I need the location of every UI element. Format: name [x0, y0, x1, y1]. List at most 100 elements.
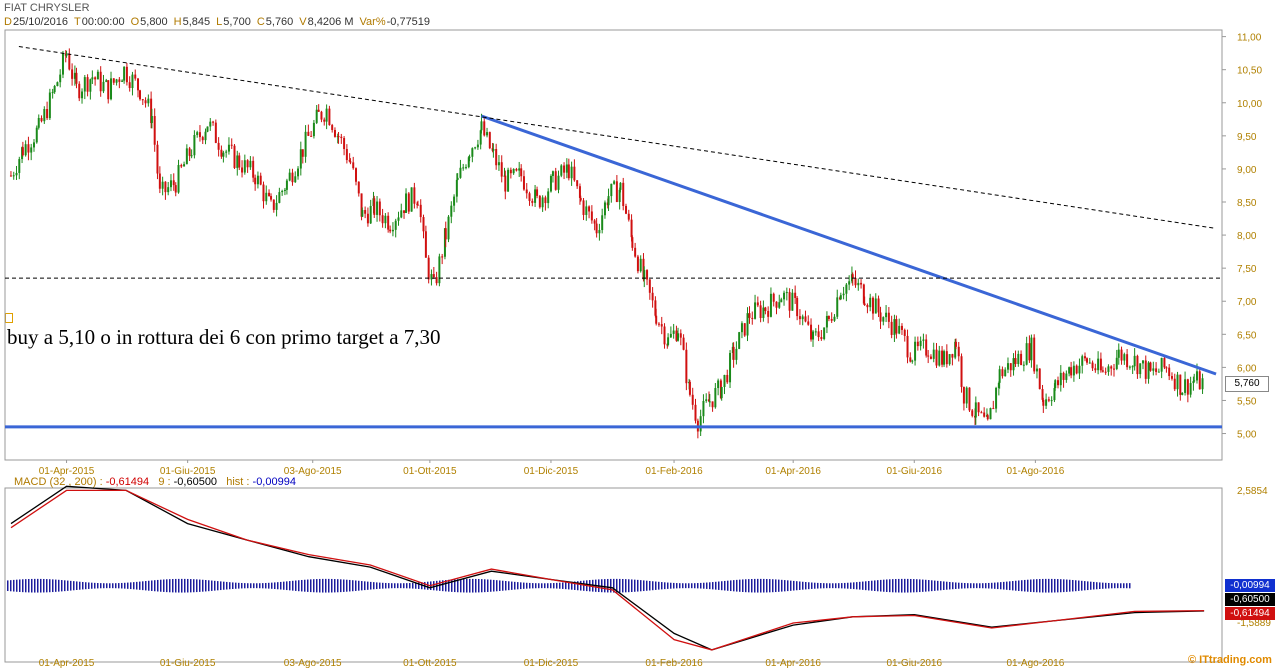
candle-body	[932, 349, 935, 359]
candle-body	[1085, 358, 1088, 363]
histogram-bar	[619, 578, 621, 593]
histogram-bar	[838, 583, 840, 589]
candle-body	[227, 144, 230, 152]
candle-body	[468, 156, 471, 158]
candle-body	[857, 282, 860, 286]
histogram-bar	[109, 583, 111, 589]
histogram-bar	[55, 579, 57, 592]
histogram-bar	[406, 583, 408, 589]
annotation-text[interactable]: buy a 5,10 o in rottura dei 6 con primo …	[7, 325, 441, 349]
histogram-bar	[961, 582, 963, 589]
histogram-bar	[448, 579, 450, 592]
histogram-bar	[955, 582, 957, 589]
histogram-bar	[259, 583, 261, 589]
candle-body	[625, 205, 628, 214]
candle-body	[37, 117, 40, 128]
candle-body	[467, 157, 470, 168]
candle-body	[877, 298, 880, 313]
candle-body	[51, 92, 54, 94]
candle-body	[65, 54, 68, 56]
histogram-bar	[1096, 582, 1098, 590]
candle-body	[1112, 368, 1115, 370]
candle-body	[762, 307, 765, 319]
histogram-bar	[145, 581, 147, 591]
candle-body	[538, 195, 541, 208]
candle-body	[256, 175, 259, 185]
candle-body	[1084, 356, 1087, 359]
histogram-bar	[7, 580, 9, 592]
histogram-bar	[1123, 583, 1125, 589]
histogram-bar	[160, 579, 162, 592]
histogram-bar	[859, 581, 861, 590]
histogram-bar	[124, 582, 126, 589]
histogram-bar	[655, 581, 657, 590]
histogram-bar	[421, 582, 423, 590]
histogram-bar	[667, 582, 669, 589]
candle-body	[651, 292, 654, 301]
macd-label: MACD	[14, 476, 47, 488]
histogram-bar	[496, 580, 498, 592]
candle-body	[369, 205, 372, 224]
signal-line	[10, 489, 1205, 651]
signal-value: -0,60500	[173, 476, 218, 488]
candle-body	[522, 176, 525, 190]
histogram-bar	[763, 578, 765, 593]
candle-body	[1141, 360, 1144, 364]
histogram-bar	[151, 580, 153, 591]
histogram-bar	[574, 581, 576, 590]
histogram-bar	[301, 579, 303, 592]
candle-body	[879, 312, 882, 322]
candle-body	[654, 300, 657, 316]
candle-body	[691, 394, 694, 405]
histogram-bar	[877, 580, 879, 592]
candle-body	[512, 168, 515, 174]
histogram-bar	[118, 583, 120, 589]
candle-body	[1163, 357, 1166, 368]
candle-body	[169, 180, 172, 188]
histogram-bar	[535, 583, 537, 589]
histogram-bar	[40, 578, 42, 593]
candle-body	[720, 387, 723, 399]
candle-body	[1075, 365, 1078, 374]
candle-body	[1181, 392, 1184, 395]
candle-body	[998, 369, 1001, 383]
candle-body	[814, 331, 817, 333]
candle-body	[1179, 374, 1182, 395]
histogram-bar	[748, 579, 750, 593]
candle-body	[541, 197, 544, 208]
candle-body	[1022, 364, 1025, 366]
candle-body	[903, 329, 906, 336]
histogram-bar	[373, 582, 375, 590]
candle-body	[1025, 343, 1028, 365]
candle-body	[740, 323, 743, 333]
candle-body	[751, 317, 754, 319]
candle-body	[1038, 368, 1041, 390]
histogram-bar	[46, 579, 48, 593]
histogram-bar	[829, 583, 831, 589]
candle-body	[630, 219, 633, 238]
candle-body	[694, 404, 697, 421]
candle-body	[767, 310, 770, 317]
candle-body	[480, 121, 483, 131]
histogram-bar	[760, 578, 762, 593]
histogram-bar	[223, 581, 225, 590]
candle-body	[474, 147, 477, 149]
candle-body	[820, 337, 823, 339]
candle-body	[588, 206, 591, 212]
candle-body	[291, 172, 294, 183]
candle-body	[125, 66, 128, 83]
candle-body	[943, 351, 946, 365]
ohlc-value-0: 25/10/2016	[12, 16, 69, 28]
candle-body	[796, 297, 799, 317]
histogram-bar	[451, 579, 453, 592]
histogram-bar	[262, 583, 264, 589]
ohlc-key-0: D	[4, 16, 12, 28]
y-tick-label: 11,00	[1237, 33, 1262, 44]
candle-body	[262, 184, 265, 202]
histogram-bar	[1111, 583, 1113, 589]
candle-body	[618, 189, 621, 202]
histogram-bar	[346, 579, 348, 592]
histogram-bar	[709, 582, 711, 590]
histogram-bar	[427, 581, 429, 590]
